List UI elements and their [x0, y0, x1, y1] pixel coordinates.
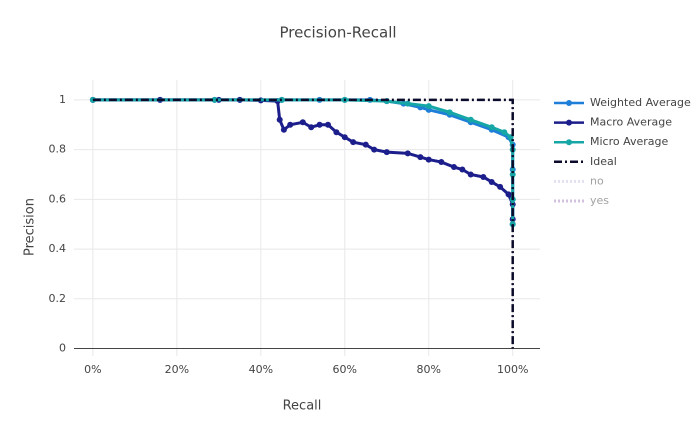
data-point [316, 121, 323, 128]
data-point [383, 149, 390, 156]
legend-item[interactable]: yes [554, 194, 609, 207]
x-tick-label: 0% [84, 363, 101, 376]
series-line [92, 98, 515, 225]
data-point [488, 178, 495, 185]
x-tick-label: 60% [333, 363, 357, 376]
legend-item[interactable]: Macro Average [554, 116, 672, 129]
legend-label: Weighted Average [590, 96, 691, 109]
chart-title: Precision-Recall [279, 24, 396, 42]
data-point [509, 171, 516, 178]
data-point [450, 164, 457, 171]
series-line [92, 98, 515, 225]
legend-label: Ideal [590, 155, 617, 168]
data-point [446, 109, 453, 116]
x-tick-label: 20% [165, 363, 189, 376]
data-point [417, 154, 424, 161]
data-point [280, 126, 287, 133]
data-point [505, 191, 512, 198]
data-point [480, 173, 487, 180]
legend-label: Micro Average [590, 135, 669, 148]
data-point [425, 156, 432, 163]
x-tick-label: 80% [417, 363, 441, 376]
series-line [92, 98, 514, 349]
x-tick-label: 100% [497, 363, 528, 376]
y-tick-label: 1 [59, 93, 66, 106]
data-point [211, 96, 218, 103]
data-point [299, 119, 306, 126]
legend-label: Macro Average [590, 116, 672, 129]
data-point [404, 100, 411, 107]
legend-item[interactable]: Weighted Average [554, 96, 691, 109]
data-point [362, 141, 369, 148]
y-axis-title: Precision [23, 198, 38, 256]
data-point [333, 129, 340, 136]
x-axis-title: Recall [283, 399, 322, 414]
legend-marker [566, 139, 572, 146]
data-point [287, 121, 294, 128]
data-point [371, 146, 378, 153]
data-point [324, 121, 331, 128]
data-point [488, 124, 495, 131]
data-point [404, 150, 411, 157]
y-tick-label: 0.4 [49, 242, 67, 255]
data-point [459, 166, 466, 173]
data-point [438, 159, 445, 166]
data-point [497, 183, 504, 190]
y-tick-label: 0.6 [49, 192, 67, 205]
legend-marker [566, 100, 572, 106]
data-point [308, 124, 315, 131]
data-point [467, 171, 474, 178]
legend-label: no [590, 174, 604, 187]
legend-item[interactable]: Ideal [554, 155, 617, 168]
x-tick-label: 40% [249, 363, 273, 376]
data-point [467, 116, 474, 123]
y-tick-label: 0 [59, 342, 66, 355]
legend-marker [566, 119, 572, 126]
legend-item[interactable]: no [554, 174, 604, 187]
data-point [425, 103, 432, 110]
y-tick-label: 0.2 [49, 292, 67, 305]
data-point [350, 139, 357, 146]
data-point [341, 134, 348, 141]
y-tick-label: 0.8 [49, 143, 67, 156]
legend-item[interactable]: Micro Average [554, 135, 669, 148]
data-point [276, 116, 283, 123]
legend-label: yes [590, 194, 609, 207]
data-point [501, 129, 508, 136]
